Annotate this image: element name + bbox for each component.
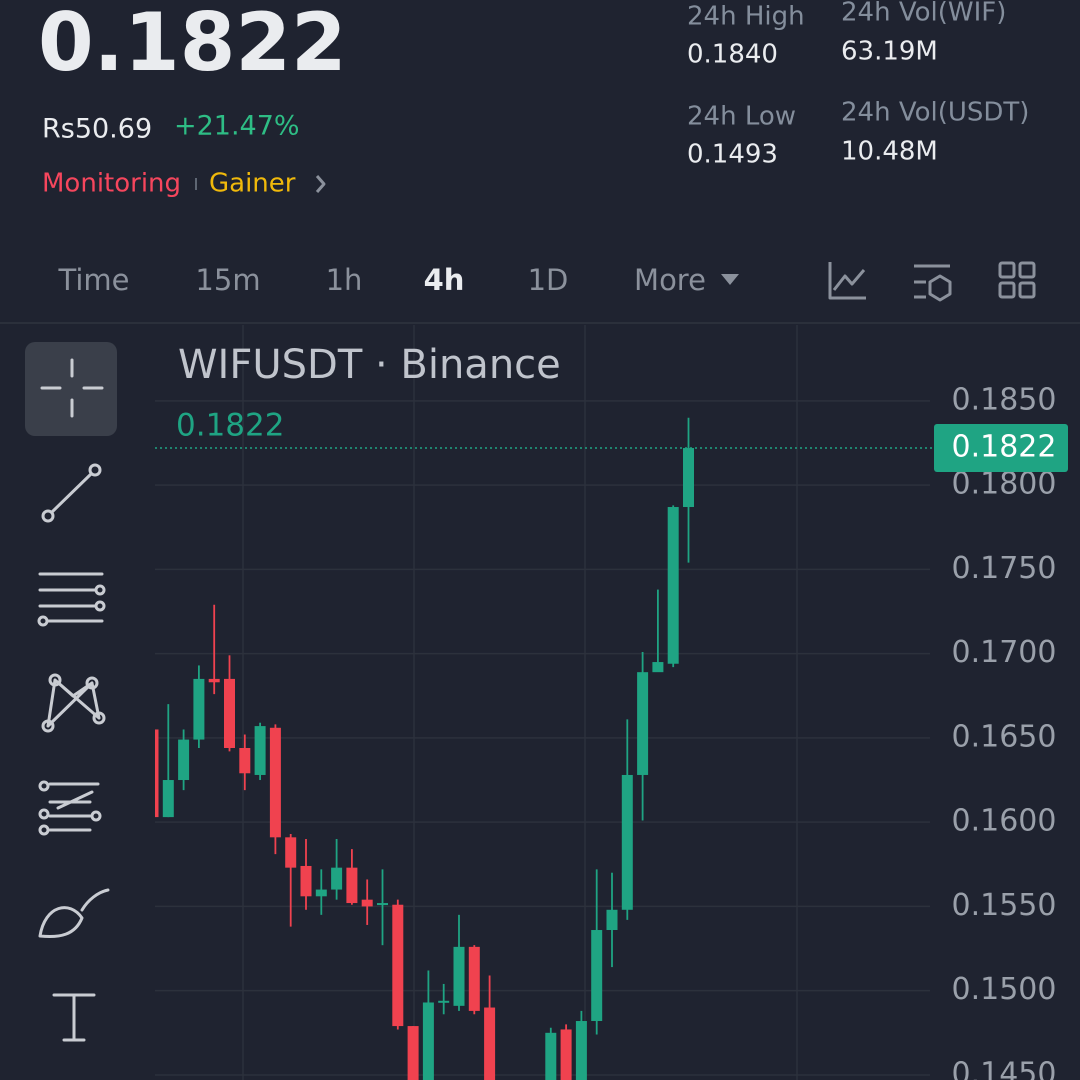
grid	[155, 400, 930, 1076]
candle-body	[155, 729, 159, 818]
candle-body	[193, 678, 205, 740]
candle-body	[407, 1026, 419, 1080]
brush-tool[interactable]	[38, 888, 110, 938]
tab[interactable]: More	[634, 263, 706, 297]
tool-selected[interactable]	[25, 342, 117, 436]
stat-label: 24h Vol(USDT)	[841, 98, 1029, 128]
candle-body	[468, 946, 480, 1011]
fib-tool[interactable]	[38, 780, 102, 836]
candle-body	[315, 889, 327, 897]
stat-label: 24h High	[687, 2, 805, 32]
candle-body	[239, 748, 251, 774]
candle-body	[560, 1029, 572, 1080]
change: +21.47%	[174, 111, 300, 142]
tab[interactable]: 1D	[528, 263, 569, 297]
tab[interactable]: 15m	[195, 263, 260, 297]
candle-body	[438, 1000, 450, 1003]
candle-body	[422, 1002, 434, 1080]
candle-body	[377, 903, 388, 906]
y-tick-label: 0.1850	[952, 382, 1057, 417]
layout-icon[interactable]	[998, 261, 1036, 299]
crosshair-tool[interactable]	[40, 358, 104, 418]
last-price-label: 0.1822	[176, 408, 284, 444]
tab[interactable]: Time	[58, 263, 130, 297]
y-tick-label: 0.1550	[952, 888, 1057, 923]
y-tick-label: 0.1450	[952, 1056, 1057, 1080]
y-tick-label: 0.1800	[952, 467, 1057, 502]
candle-body	[254, 726, 266, 775]
price: 0.1822	[38, 0, 347, 89]
chevron[interactable]	[315, 175, 326, 193]
candle-body	[591, 930, 603, 1022]
stat-value: 10.48M	[841, 137, 938, 167]
y-tick-label: 0.1650	[952, 719, 1057, 754]
candle-body	[545, 1032, 557, 1080]
candle-body	[392, 904, 404, 1027]
candle-body	[361, 899, 373, 907]
stat-value: 63.19M	[841, 37, 938, 67]
candle-body	[683, 448, 694, 508]
indicator-icon[interactable]	[828, 262, 866, 300]
candle-body	[652, 662, 664, 673]
candle-body	[453, 946, 465, 1006]
candle-body	[162, 780, 174, 818]
candle-body	[300, 865, 312, 897]
stat-label: 24h Low	[687, 102, 796, 132]
candle-body	[285, 837, 297, 868]
candle-body	[346, 867, 358, 904]
stat-label: 24h Vol(WIF)	[841, 0, 1006, 28]
chart-title: WIFUSDT · Binance	[178, 342, 561, 388]
candle-body	[606, 909, 618, 931]
fiat-price: Rs50.69	[42, 114, 152, 145]
pattern-tool[interactable]	[41, 673, 106, 733]
y-tick-label: 0.1750	[952, 551, 1057, 586]
candle-body	[208, 678, 220, 683]
text-tool[interactable]	[52, 993, 96, 1042]
time-grid	[242, 325, 798, 1080]
tab[interactable]: 1h	[326, 263, 363, 297]
settings-icon[interactable]	[914, 264, 952, 302]
line-tool[interactable]	[41, 463, 102, 523]
last-price-tag: 0.1822	[952, 430, 1057, 465]
stat-value: 0.1493	[687, 140, 778, 170]
candle-body	[178, 739, 190, 781]
parallel-tool[interactable]	[37, 572, 106, 627]
candle-body	[331, 867, 343, 890]
dropdown-arrow[interactable]	[721, 274, 739, 285]
tag[interactable]: Monitoring	[42, 169, 181, 199]
candle-body	[621, 774, 633, 910]
y-tick-label: 0.1500	[952, 972, 1057, 1007]
candle-body	[224, 678, 235, 749]
candle-body	[575, 1021, 587, 1080]
y-tick-label: 0.1700	[952, 635, 1057, 670]
plot	[155, 417, 694, 1080]
last-price-box	[934, 424, 1068, 473]
tag[interactable]: Gainer	[209, 169, 296, 199]
stat-value: 0.1840	[687, 40, 778, 70]
candle-body	[637, 672, 649, 775]
y-tick-label: 0.1600	[952, 804, 1057, 839]
tab-active[interactable]: 4h	[424, 263, 465, 297]
candle-body	[269, 727, 281, 838]
candle-body	[484, 1007, 496, 1080]
candle-body	[667, 507, 679, 664]
